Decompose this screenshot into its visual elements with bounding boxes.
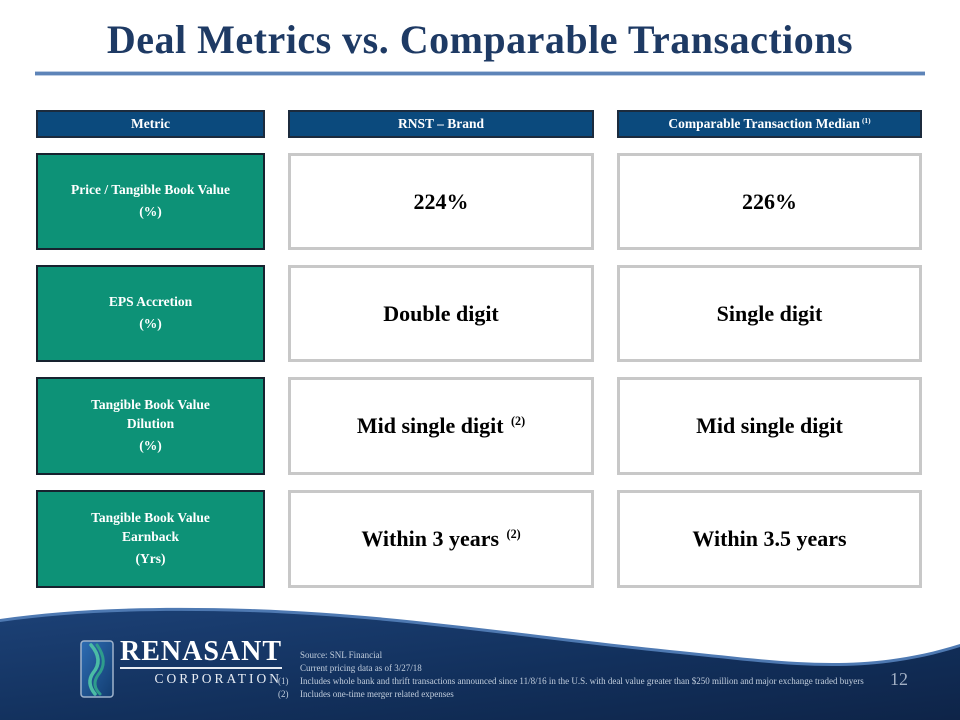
logo-company-name: RENASANT	[120, 637, 283, 670]
metric-label-price-tangible-book-value: Price / Tangible Book Value (%)	[36, 153, 265, 250]
metrics-comparison-table: Metric RNST – Brand Comparable Transacti…	[36, 110, 922, 588]
footnote-ref-1: (1)	[861, 115, 871, 125]
footnotes: Source: SNL Financial Current pricing da…	[278, 649, 878, 701]
value-rnst-tbv-dilution: Mid single digit (2)	[288, 377, 594, 475]
column-header-rnst: RNST – Brand	[288, 110, 594, 138]
footnote-ref-2: (2)	[506, 526, 521, 541]
footnote-1: (1) Includes whole bank and thrift trans…	[278, 676, 864, 686]
metric-label-eps-accretion: EPS Accretion (%)	[36, 265, 265, 362]
page-number: 12	[890, 669, 908, 689]
metric-unit: (%)	[139, 316, 162, 331]
metric-unit: (%)	[139, 437, 162, 453]
value-comparable-price-tangible-book-value: 226%	[617, 153, 922, 250]
footnote-2: (2) Includes one-time merger related exp…	[278, 689, 454, 699]
title-divider	[35, 72, 925, 75]
column-header-comparable: Comparable Transaction Median (1)	[617, 110, 922, 138]
value-comparable-tbv-earnback: Within 3.5 years	[617, 490, 922, 588]
value-comparable-eps-accretion: Single digit	[617, 265, 922, 362]
renasant-logo: RENASANT CORPORATION	[80, 637, 283, 698]
footnote-ref-2: (2)	[511, 413, 526, 428]
column-header-rnst-label: RNST – Brand	[397, 116, 485, 131]
value-comparable-tbv-dilution: Mid single digit	[617, 377, 922, 475]
footnote-source: Source: SNL Financial	[300, 650, 383, 660]
footnote-pricing-date: Current pricing data as of 3/27/18	[300, 663, 422, 673]
page-title: Deal Metrics vs. Comparable Transactions	[106, 17, 854, 62]
metric-unit: (%)	[139, 204, 162, 219]
value-rnst-eps-accretion: Double digit	[288, 265, 594, 362]
column-header-metric: Metric	[36, 110, 265, 138]
column-header-metric-label: Metric	[131, 116, 170, 131]
renasant-logo-text: RENASANT CORPORATION	[120, 637, 283, 687]
value-rnst-price-tangible-book-value: 224%	[288, 153, 594, 250]
column-header-comparable-label: Comparable Transaction Median (1)	[668, 115, 871, 131]
logo-company-subtitle: CORPORATION	[154, 671, 283, 687]
metric-label-tbv-dilution: Tangible Book Value Dilution (%)	[36, 377, 265, 475]
metric-unit: (Yrs)	[135, 550, 166, 566]
metric-label-tbv-earnback: Tangible Book Value Earnback (Yrs)	[36, 490, 265, 588]
value-rnst-tbv-earnback: Within 3 years (2)	[288, 490, 594, 588]
renasant-logo-icon	[80, 640, 114, 698]
